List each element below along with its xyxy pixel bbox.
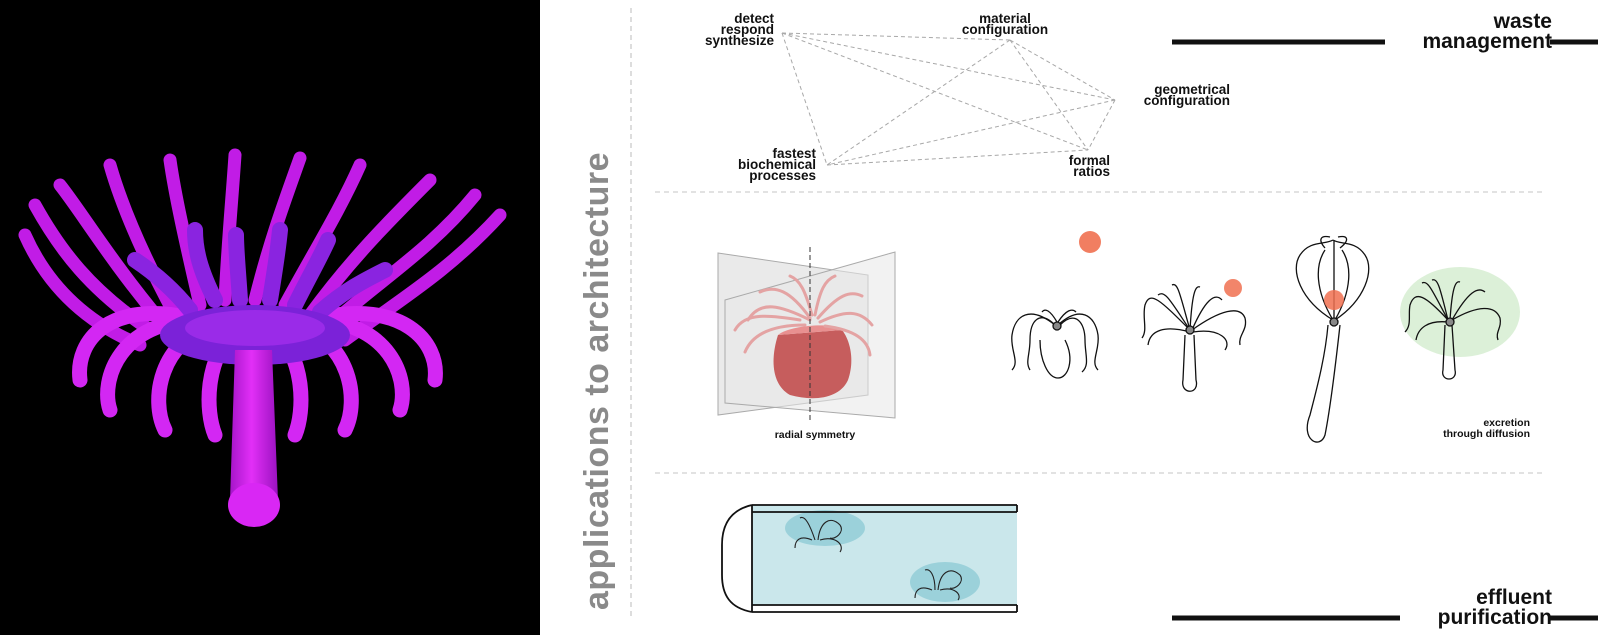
radial-symmetry-illustration — [717, 247, 896, 420]
caption-excretion-through-diffusion: excretion through diffusion — [1443, 417, 1530, 440]
heading-rules — [1172, 39, 1598, 621]
vertical-section-title: applications to architecture — [578, 152, 616, 610]
label-fastest-biochemical-processes: fastest biochemical processes — [737, 146, 816, 183]
sketch-anemone-2 — [1141, 279, 1247, 392]
label-detect-respond-synthesize: detect respond synthesize — [704, 11, 774, 48]
heading-effluent-purification: effluent purification — [1437, 586, 1552, 629]
diagram-graphics — [630, 8, 1598, 621]
sketch-anemone-4 — [1400, 267, 1520, 380]
heading-waste-management: waste management — [1422, 10, 1552, 53]
label-formal-ratios: formal ratios — [1068, 153, 1110, 179]
label-geometrical-configuration: geometrical configuration — [1143, 82, 1230, 108]
sketch-anemone-3 — [1295, 235, 1370, 443]
caption-radial-symmetry: radial symmetry — [774, 429, 856, 441]
sketch-anemone-1 — [1011, 231, 1101, 379]
label-material-configuration: material configuration — [961, 11, 1049, 37]
anemone-3d-illustration — [18, 148, 507, 527]
anemone-render-panel — [0, 0, 540, 635]
effluent-pipe-illustration — [721, 504, 1018, 613]
network-links — [781, 32, 1116, 166]
diagram-panel — [540, 0, 1600, 635]
